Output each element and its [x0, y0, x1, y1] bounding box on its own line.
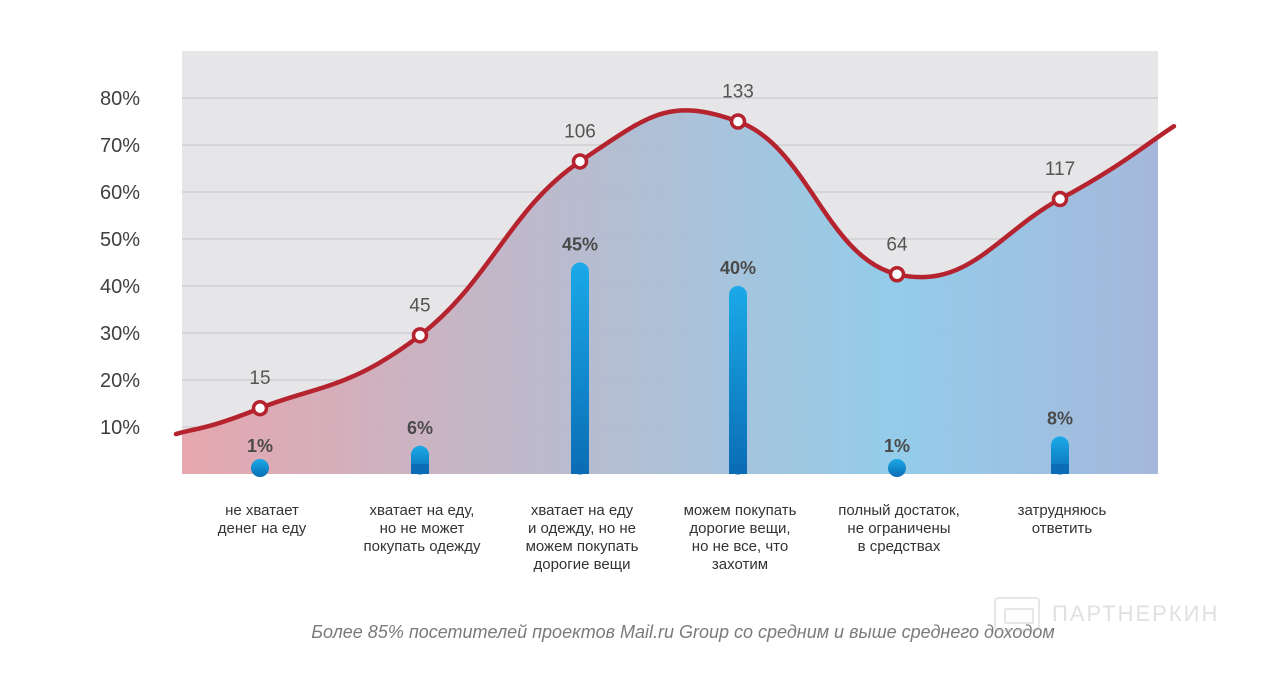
bar-data-label: 6% [407, 418, 433, 438]
bar-data-label: 1% [884, 436, 910, 456]
category-label: полный достаток, не ограничены в средствах [838, 502, 960, 555]
x-axis: не хватает денег на еду хватает на еду, но … [218, 502, 1107, 573]
y-tick-label: 50% [100, 229, 140, 251]
line-data-label: 133 [722, 82, 754, 103]
category-label: можем покупать дорогие вещи, но не все, чт… [684, 502, 797, 573]
line-data-label: 15 [249, 368, 270, 389]
area-fill [182, 110, 1158, 474]
bar [729, 286, 747, 475]
line-point [251, 399, 269, 417]
chart-caption: Более 85% посетителей проектов Mail.ru G… [311, 622, 1055, 642]
watermark: ПАРТНЕРКИН [994, 596, 1219, 632]
line-data-label: 64 [886, 234, 908, 255]
bar-data-label: 45% [562, 235, 598, 255]
category-label: не хватает денег на еду [218, 502, 307, 537]
watermark-logo-icon [994, 597, 1040, 631]
bar [251, 459, 269, 477]
y-tick-label: 20% [100, 370, 140, 392]
bar [571, 262, 589, 475]
bar-base [571, 464, 589, 474]
y-tick-label: 80% [100, 88, 140, 110]
bar-base [729, 464, 747, 474]
y-tick-label: 70% [100, 135, 140, 157]
bar [888, 459, 906, 477]
line-point [571, 153, 589, 170]
category-label: хватает на еду и одежду, но не можем покуп… [526, 502, 639, 573]
y-tick-label: 60% [100, 182, 140, 204]
line-data-label: 117 [1045, 159, 1075, 180]
y-tick-label: 30% [100, 323, 140, 345]
line-points: 15 45 106 133 64 117 [249, 82, 1075, 417]
category-label: хватает на еду, но не может покупать одежд… [364, 502, 481, 555]
line-data-label: 45 [409, 295, 430, 316]
y-tick-label: 40% [100, 276, 140, 298]
bar-data-label: 8% [1047, 408, 1073, 428]
watermark-text: ПАРТНЕРКИН [1052, 601, 1220, 626]
series-line [173, 108, 1177, 437]
bar-data-label: 1% [247, 436, 273, 456]
line-point [1051, 190, 1069, 208]
y-axis: 10% 20% 30% 40% 50% 60% 70% 80% [100, 88, 140, 439]
line-point [888, 266, 906, 283]
bar-data-label: 40% [720, 258, 756, 278]
y-tick-label: 10% [100, 417, 140, 439]
bars: 1% 6% 45% 40% 1% 8% [247, 235, 1073, 477]
bar-base [411, 464, 429, 474]
line-point [729, 113, 747, 130]
category-label: затрудняюсь ответить [1018, 502, 1107, 537]
line-data-label: 106 [564, 121, 596, 142]
bar-base [1051, 464, 1069, 474]
line-point [411, 327, 429, 344]
